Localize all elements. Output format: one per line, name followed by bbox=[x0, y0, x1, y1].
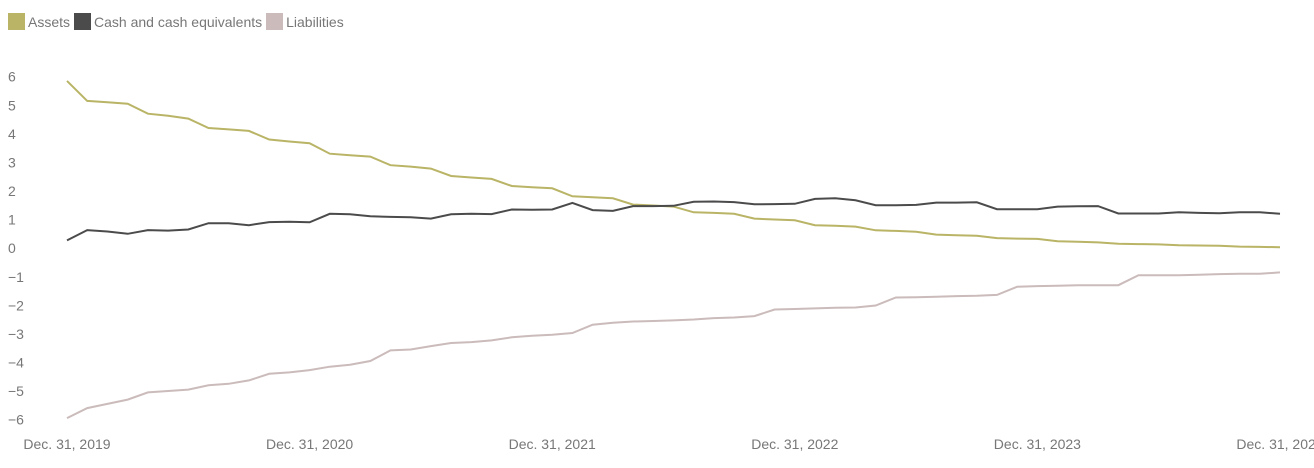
legend-label: Liabilities bbox=[286, 13, 344, 30]
line bbox=[66, 80, 1281, 249]
y-tick-label: 5 bbox=[8, 97, 16, 113]
y-tick-label: 2 bbox=[8, 183, 16, 199]
legend-label: Assets bbox=[28, 13, 71, 30]
x-tick-label: Dec. 31, 2024 bbox=[1236, 436, 1314, 452]
legend: Assets Cash and cash equivalents Liabiliti… bbox=[8, 13, 344, 30]
y-tick-label: 6 bbox=[8, 69, 16, 85]
y-tick-label: −4 bbox=[8, 355, 24, 371]
x-tick-label: Dec. 31, 2019 bbox=[23, 436, 111, 452]
legend-swatch bbox=[266, 13, 284, 30]
x-tick-label: Dec. 31, 2021 bbox=[508, 436, 596, 452]
x-tick-label: Dec. 31, 2020 bbox=[266, 436, 354, 452]
line bbox=[66, 271, 1281, 419]
y-tick-label: −3 bbox=[8, 326, 24, 342]
y-tick-label: 4 bbox=[8, 126, 16, 142]
legend-item: Liabilities bbox=[266, 13, 344, 30]
y-tick-label: −6 bbox=[8, 412, 24, 428]
y-tick-label: −1 bbox=[8, 269, 24, 285]
y-tick-label: −5 bbox=[8, 383, 24, 399]
legend-item: Assets bbox=[8, 13, 70, 30]
legend-swatch bbox=[74, 13, 92, 30]
x-tick-label: Dec. 31, 2023 bbox=[993, 436, 1081, 452]
y-tick-label: −2 bbox=[8, 297, 24, 313]
line bbox=[66, 197, 1281, 242]
y-tick-label: 3 bbox=[8, 154, 16, 170]
y-tick-label: 0 bbox=[8, 240, 16, 256]
legend-swatch bbox=[8, 13, 25, 30]
y-tick-label: 1 bbox=[8, 212, 16, 228]
legend-label: Cash and cash equivalents bbox=[94, 13, 263, 30]
x-tick-label: Dec. 31, 2022 bbox=[751, 436, 839, 452]
legend-item: Cash and cash equivalents bbox=[74, 13, 262, 30]
